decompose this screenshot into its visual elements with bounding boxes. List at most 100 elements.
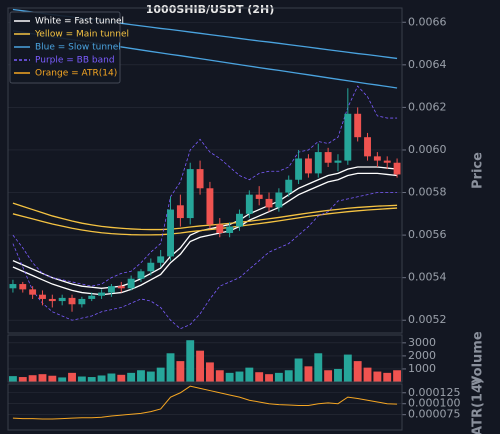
chart-title: 1000SHIB/USDT (2H): [146, 3, 274, 16]
candle-body: [19, 284, 27, 290]
y-tick-label: 0.0066: [408, 15, 447, 28]
candle-body: [373, 156, 381, 161]
volume-bar: [58, 377, 67, 382]
volume-bar: [186, 340, 195, 382]
candle-body: [167, 209, 174, 257]
candle-body: [88, 295, 96, 299]
y-tick-label: 3000: [408, 336, 436, 349]
y-tick-label: 2000: [408, 349, 436, 362]
candle-body: [393, 162, 401, 175]
candle-body: [216, 224, 224, 233]
volume-bar: [334, 368, 342, 382]
candle-body: [206, 188, 214, 225]
y-axis-label: Volume: [471, 331, 486, 386]
candle-body: [137, 271, 145, 279]
volume-bar: [68, 372, 76, 382]
volume-bar: [215, 370, 224, 382]
volume-bar: [324, 370, 333, 382]
candle-body: [354, 113, 362, 138]
y-tick-label: 0.000075: [408, 408, 461, 421]
volume-bar: [117, 374, 126, 382]
volume-bar: [156, 367, 165, 382]
band-line: [12, 202, 398, 231]
legend-label: White = Fast tunnel: [35, 17, 124, 27]
legend-label: Yellow = Main tunnel: [34, 30, 129, 40]
volume-bar: [18, 377, 27, 382]
candle-body: [58, 297, 66, 302]
volume-bar: [38, 374, 47, 382]
candle-body: [117, 286, 125, 289]
volume-bar: [284, 370, 293, 382]
candle-body: [39, 294, 46, 299]
plot-area: [9, 8, 401, 330]
candle-body: [245, 194, 253, 214]
candle-body: [304, 158, 312, 174]
y-tick-label: 1000: [408, 362, 436, 375]
volume-bar: [87, 377, 96, 382]
candle-body: [324, 152, 332, 163]
band-line: [12, 192, 398, 330]
legend-label: Purple = BB band: [35, 56, 115, 66]
y-tick-label: 0.0064: [408, 58, 447, 71]
candle-body: [344, 113, 352, 161]
volume-bar: [314, 353, 323, 382]
candle-body: [334, 160, 342, 163]
y-tick-label: 0.0056: [408, 228, 447, 241]
y-tick-label: 0.0062: [408, 100, 447, 113]
candle-body: [196, 169, 204, 189]
volume-bar: [304, 366, 313, 382]
volume-bar: [176, 361, 185, 382]
volume-bar: [127, 372, 136, 382]
volume-bar: [166, 353, 175, 382]
band-line: [12, 207, 398, 236]
volume-bar: [97, 375, 106, 382]
volume-bar: [225, 372, 234, 382]
legend-box: [9, 11, 121, 84]
y-tick-label: 0.0060: [408, 143, 447, 156]
volume-bar: [28, 375, 37, 382]
candle-body: [275, 192, 283, 208]
candle-body: [107, 286, 115, 293]
volume-bar: [373, 371, 382, 382]
candle-body: [295, 158, 303, 180]
candle-body: [186, 169, 194, 219]
volume-bar: [383, 372, 392, 382]
volume-bar: [343, 354, 352, 382]
candle-body: [255, 194, 263, 199]
candle-body: [176, 205, 184, 219]
y-tick-label: 0.0054: [408, 271, 447, 284]
volume-bar: [353, 361, 362, 382]
candle-body: [68, 297, 76, 305]
volume-bar: [393, 370, 402, 382]
candle-body: [314, 152, 322, 174]
band-line: [12, 172, 398, 296]
candle-body: [127, 278, 135, 289]
volume-bar: [146, 371, 155, 382]
candle-body: [285, 179, 293, 193]
candle-body: [364, 137, 371, 157]
volume-bar: [235, 371, 244, 382]
band-line: [12, 85, 398, 287]
volume-bar: [274, 372, 283, 382]
volume-bar: [363, 367, 372, 382]
candle-body: [236, 213, 243, 227]
candle-body: [78, 298, 86, 305]
volume-bar: [77, 376, 86, 382]
panel-border: [7, 383, 403, 431]
candle-body: [265, 198, 273, 208]
legend-label: Blue = Slow tunnel: [35, 43, 121, 53]
volume-bar: [107, 373, 116, 382]
volume-bar: [8, 376, 17, 382]
y-tick-label: 0.0058: [408, 186, 447, 199]
volume-bar: [205, 362, 214, 382]
volume-bar: [196, 350, 205, 382]
candle-body: [226, 226, 234, 233]
volume-bar: [48, 375, 57, 382]
candle-body: [9, 284, 17, 289]
legend-label: Orange = ATR(14): [35, 69, 117, 79]
candle-body: [48, 298, 56, 302]
y-tick-label: 0.0052: [408, 313, 447, 326]
volume-bar: [255, 372, 264, 382]
candle-body: [29, 289, 37, 295]
